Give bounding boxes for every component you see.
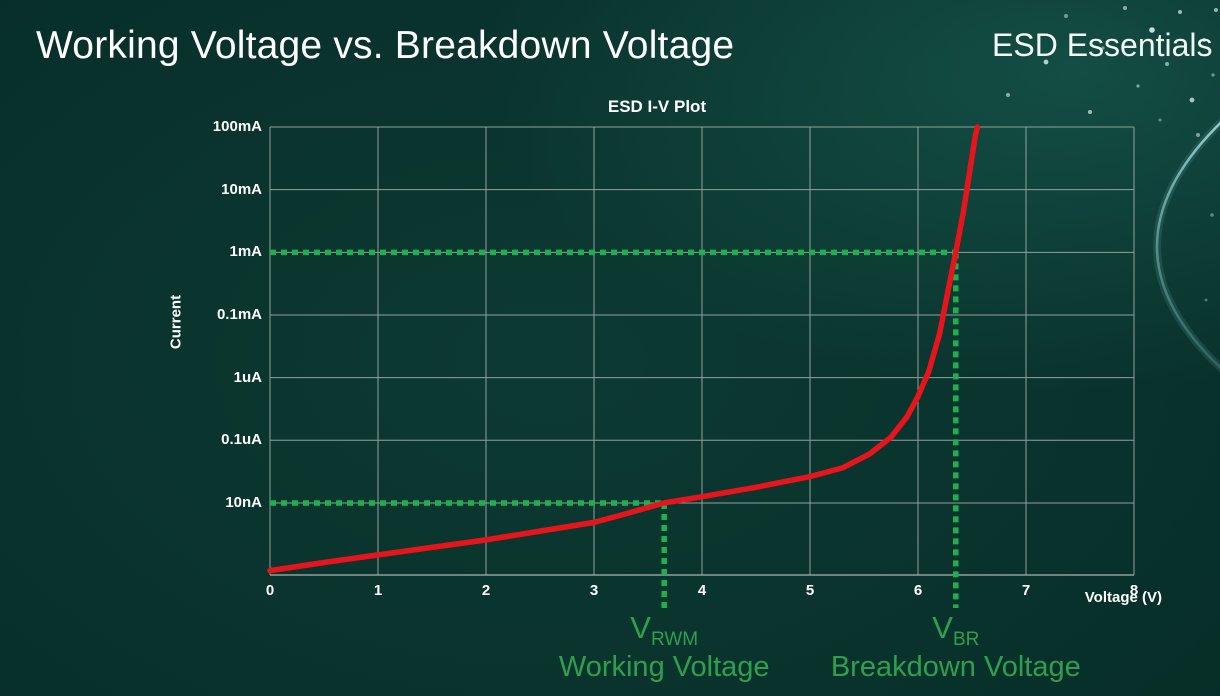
iv-curve — [267, 124, 981, 574]
y-tick-label: 0.1mA — [216, 305, 262, 323]
x-tick-label: 6 — [913, 582, 923, 599]
page-title: Working Voltage vs. Breakdown Voltage — [36, 24, 735, 67]
chart-title: ESD I-V Plot — [607, 97, 707, 116]
x-tick-label: 2 — [481, 582, 491, 599]
y-tick-label: 10mA — [221, 180, 262, 198]
y-tick-label: 10nA — [225, 493, 262, 511]
annotation-vbr: VBR Breakdown Voltage — [830, 610, 1081, 683]
y-tick-label: 1uA — [233, 368, 262, 386]
y-tick-label: 100mA — [212, 118, 262, 135]
x-tick-label: 0 — [265, 582, 275, 599]
x-axis-label: Voltage (V) — [1084, 589, 1162, 606]
y-tick-label: 0.1uA — [221, 431, 262, 449]
x-tick-label: 5 — [805, 582, 815, 599]
y-tick-label: 1mA — [229, 243, 262, 261]
x-tick-label: 3 — [589, 582, 599, 599]
x-tick-label: 8 — [1129, 582, 1139, 599]
x-tick-label: 1 — [373, 582, 383, 599]
annotation-vrwm: VRWM Working Voltage — [558, 610, 770, 683]
x-tick-label: 4 — [697, 582, 707, 599]
star-dots — [1006, 6, 1218, 302]
swoosh-curve — [1155, 121, 1220, 369]
brand-logo-text: ESD Essentials — [992, 27, 1213, 63]
x-tick-label: 7 — [1021, 582, 1031, 599]
